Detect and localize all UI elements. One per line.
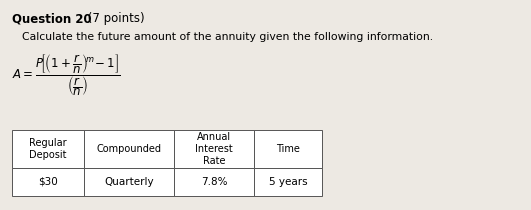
Text: $A=\dfrac{P\!\left[\left(1+\dfrac{r}{n}\right)^{\!m}\!-1\right]}{\left(\dfrac{r}: $A=\dfrac{P\!\left[\left(1+\dfrac{r}{n}\… xyxy=(12,52,121,98)
Bar xyxy=(254,130,322,168)
Bar xyxy=(12,130,84,168)
Bar xyxy=(174,130,254,168)
Text: Regular
Deposit: Regular Deposit xyxy=(29,138,67,160)
Text: Question 20: Question 20 xyxy=(12,12,92,25)
Text: $30: $30 xyxy=(38,177,58,187)
Bar xyxy=(174,168,254,196)
Text: Annual
Interest
Rate: Annual Interest Rate xyxy=(195,132,233,166)
Text: Quarterly: Quarterly xyxy=(104,177,154,187)
Text: Calculate the future amount of the annuity given the following information.: Calculate the future amount of the annui… xyxy=(22,32,433,42)
Bar xyxy=(84,168,174,196)
Text: (7 points): (7 points) xyxy=(84,12,144,25)
Text: 5 years: 5 years xyxy=(269,177,307,187)
Text: Time: Time xyxy=(276,144,300,154)
Text: 7.8%: 7.8% xyxy=(201,177,227,187)
Text: Compounded: Compounded xyxy=(97,144,161,154)
Bar xyxy=(254,168,322,196)
Bar xyxy=(84,130,174,168)
Bar xyxy=(12,168,84,196)
